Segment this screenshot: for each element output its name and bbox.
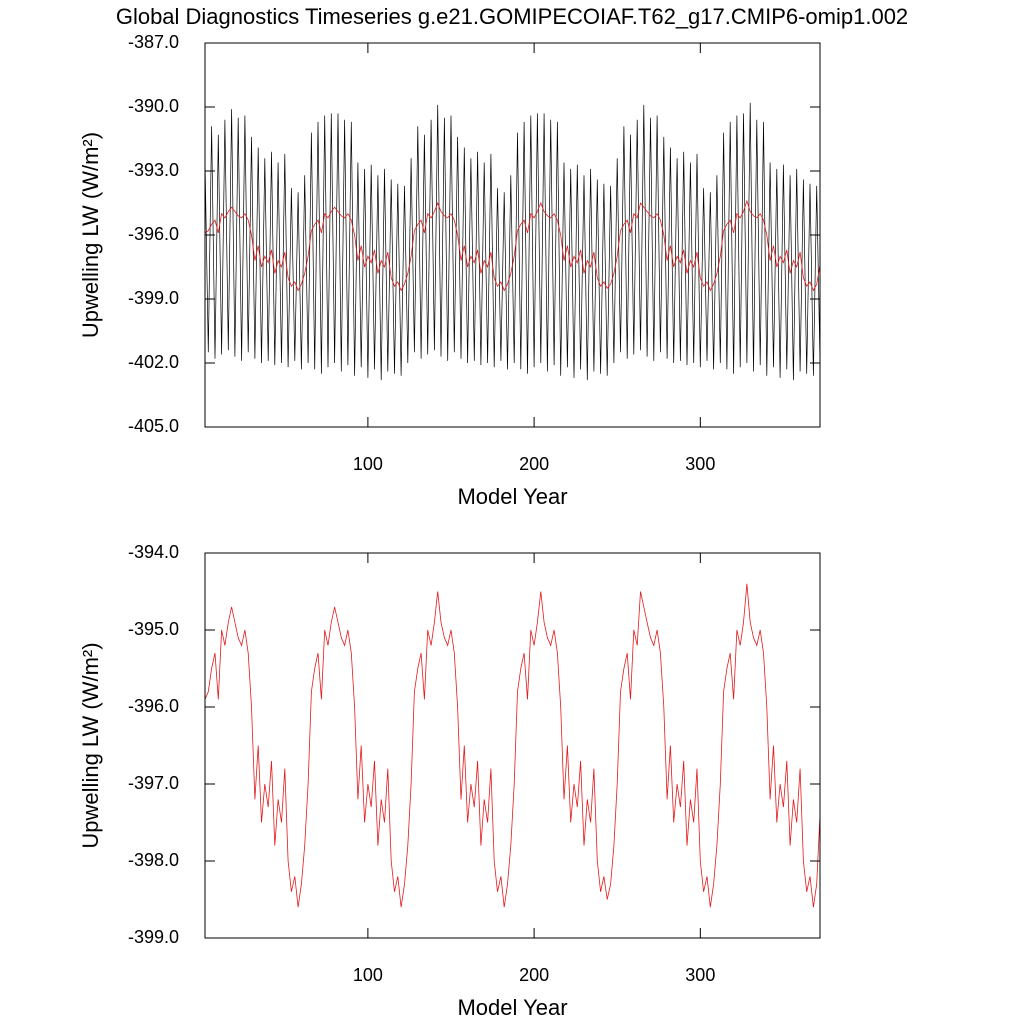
y-tick-label: -393.0 [128, 160, 179, 180]
plot-frame [204, 552, 821, 939]
data-line [204, 199, 821, 292]
chart-title: Global Diagnostics Timeseries g.e21.GOMI… [116, 4, 908, 29]
x-tick-label: 100 [353, 454, 383, 474]
y-tick-label: -395.0 [128, 619, 179, 639]
y-tick-label: -399.0 [128, 927, 179, 947]
y-tick-label: -387.0 [128, 32, 179, 52]
x-tick-label: 200 [519, 454, 549, 474]
x-tick-label: 300 [685, 965, 715, 985]
data-line [204, 102, 821, 381]
y-tick-label: -394.0 [128, 542, 179, 562]
y-tick-label: -398.0 [128, 850, 179, 870]
y-tick-label: -399.0 [128, 288, 179, 308]
y-tick-label: -397.0 [128, 773, 179, 793]
y-tick-label: -390.0 [128, 96, 179, 116]
x-axis-label: Model Year [457, 995, 567, 1020]
y-axis-label: Upwelling LW (W/m²) [78, 642, 103, 848]
data-line [204, 583, 821, 908]
x-tick-label: 200 [519, 965, 549, 985]
y-tick-label: -402.0 [128, 352, 179, 372]
y-tick-label: -405.0 [128, 416, 179, 436]
y-tick-label: -396.0 [128, 696, 179, 716]
x-tick-label: 300 [685, 454, 715, 474]
y-axis-label: Upwelling LW (W/m²) [78, 132, 103, 338]
x-tick-label: 100 [353, 965, 383, 985]
x-axis-label: Model Year [457, 484, 567, 509]
y-tick-label: -396.0 [128, 224, 179, 244]
